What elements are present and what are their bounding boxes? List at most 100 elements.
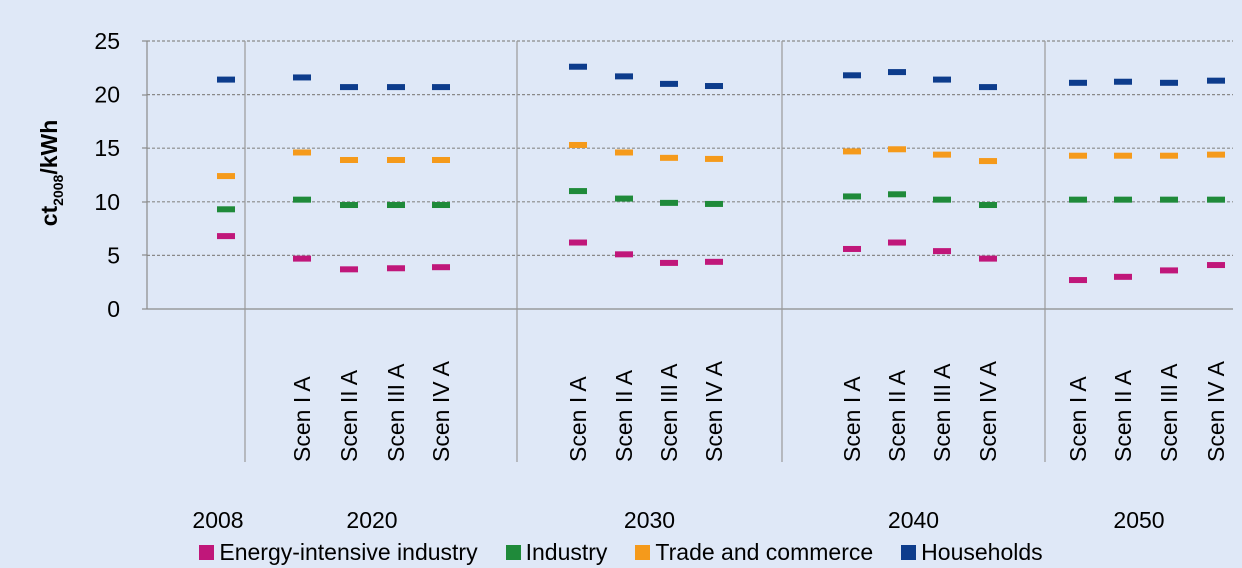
data-marker bbox=[387, 265, 405, 272]
data-marker bbox=[432, 264, 450, 271]
data-marker bbox=[933, 196, 951, 203]
scenario-label: Scen I A bbox=[839, 376, 865, 462]
scenario-label: Scen I A bbox=[289, 376, 315, 462]
data-marker bbox=[1069, 196, 1087, 203]
data-marker bbox=[979, 84, 997, 91]
data-marker bbox=[1114, 196, 1132, 203]
data-marker bbox=[217, 76, 235, 83]
data-marker bbox=[569, 141, 587, 148]
data-marker bbox=[705, 200, 723, 207]
legend-swatch bbox=[635, 544, 651, 560]
data-marker bbox=[933, 151, 951, 158]
scenario-label: Scen IV A bbox=[975, 360, 1001, 462]
data-marker bbox=[660, 259, 678, 266]
data-marker bbox=[1160, 152, 1178, 159]
data-marker bbox=[293, 74, 311, 81]
data-marker bbox=[615, 251, 633, 258]
legend-label: Trade and commerce bbox=[655, 538, 874, 565]
data-marker bbox=[432, 84, 450, 91]
data-marker bbox=[387, 202, 405, 209]
data-marker bbox=[1069, 152, 1087, 159]
data-marker bbox=[843, 245, 861, 252]
data-marker bbox=[293, 149, 311, 156]
legend-label: Energy-intensive industry bbox=[219, 538, 478, 565]
legend-swatch bbox=[505, 544, 521, 560]
legend-swatch bbox=[901, 544, 917, 560]
data-marker bbox=[705, 83, 723, 90]
data-marker bbox=[1207, 196, 1225, 203]
data-marker bbox=[888, 69, 906, 76]
data-marker bbox=[660, 80, 678, 87]
data-marker bbox=[660, 154, 678, 161]
y-axis-label-tail: /kWh bbox=[36, 120, 62, 175]
data-marker bbox=[340, 266, 358, 273]
data-marker bbox=[569, 63, 587, 70]
data-marker bbox=[888, 239, 906, 246]
legend-item: Energy-intensive industry bbox=[199, 538, 478, 566]
y-tick-label: 10 bbox=[94, 189, 120, 215]
price-chart: 0 5 10 15 20 25 2008 Scen I A Scen II A Scen III … bbox=[36, 28, 1233, 533]
y-axis-label-main: ct bbox=[36, 205, 62, 226]
data-marker bbox=[432, 156, 450, 163]
year-label: 2008 bbox=[192, 507, 243, 533]
data-marker bbox=[705, 155, 723, 162]
data-marker bbox=[1160, 196, 1178, 203]
data-marker bbox=[615, 149, 633, 156]
data-marker bbox=[1207, 151, 1225, 158]
scenario-label: Scen III A bbox=[656, 363, 682, 462]
scenario-label: Scen III A bbox=[929, 363, 955, 462]
data-marker bbox=[217, 206, 235, 213]
data-marker bbox=[888, 191, 906, 198]
data-marker bbox=[293, 255, 311, 262]
y-axis-label-sub: 2008 bbox=[50, 174, 66, 205]
scenario-label: Scen I A bbox=[1065, 376, 1091, 462]
data-marker bbox=[1069, 79, 1087, 86]
grid-layer bbox=[147, 40, 1233, 256]
data-marker bbox=[660, 199, 678, 206]
data-marker bbox=[1114, 78, 1132, 85]
y-tick-label: 25 bbox=[94, 28, 120, 54]
mark-layer bbox=[217, 63, 1225, 284]
scenario-label: Scen IV A bbox=[428, 360, 454, 462]
data-marker bbox=[387, 84, 405, 91]
year-label: 2050 bbox=[1113, 507, 1164, 533]
data-marker bbox=[340, 84, 358, 91]
y-tick-label: 0 bbox=[107, 296, 120, 322]
data-marker bbox=[217, 233, 235, 240]
data-marker bbox=[569, 188, 587, 195]
scenario-label: Scen III A bbox=[1156, 363, 1182, 462]
scenario-label: Scen I A bbox=[565, 376, 591, 462]
data-marker bbox=[979, 158, 997, 165]
data-marker bbox=[933, 76, 951, 83]
data-marker bbox=[217, 173, 235, 180]
scenario-label: Scen IV A bbox=[701, 360, 727, 462]
data-marker bbox=[1114, 152, 1132, 159]
scenario-label: Scen II A bbox=[611, 369, 637, 462]
legend-item: Industry bbox=[505, 539, 607, 566]
data-marker bbox=[1069, 277, 1087, 284]
data-marker bbox=[843, 72, 861, 79]
legend-item: Households bbox=[901, 539, 1043, 566]
data-marker bbox=[705, 258, 723, 265]
data-marker bbox=[293, 196, 311, 203]
scenario-label: Scen II A bbox=[336, 369, 362, 462]
data-marker bbox=[615, 73, 633, 80]
data-marker bbox=[387, 156, 405, 163]
legend-swatch bbox=[199, 544, 215, 560]
data-marker bbox=[1160, 267, 1178, 274]
data-marker bbox=[340, 156, 358, 163]
data-marker bbox=[843, 148, 861, 155]
scenario-label: Scen III A bbox=[383, 363, 409, 462]
data-marker bbox=[888, 146, 906, 153]
data-marker bbox=[1160, 79, 1178, 86]
y-tick-label: 20 bbox=[94, 82, 120, 108]
data-marker bbox=[615, 195, 633, 202]
data-marker bbox=[569, 239, 587, 246]
y-axis-label: ct2008/kWh bbox=[36, 120, 66, 227]
data-marker bbox=[979, 255, 997, 262]
y-tick-label: 15 bbox=[94, 135, 120, 161]
data-marker bbox=[340, 202, 358, 209]
data-marker bbox=[1207, 77, 1225, 84]
scenario-label: Scen II A bbox=[1110, 369, 1136, 462]
